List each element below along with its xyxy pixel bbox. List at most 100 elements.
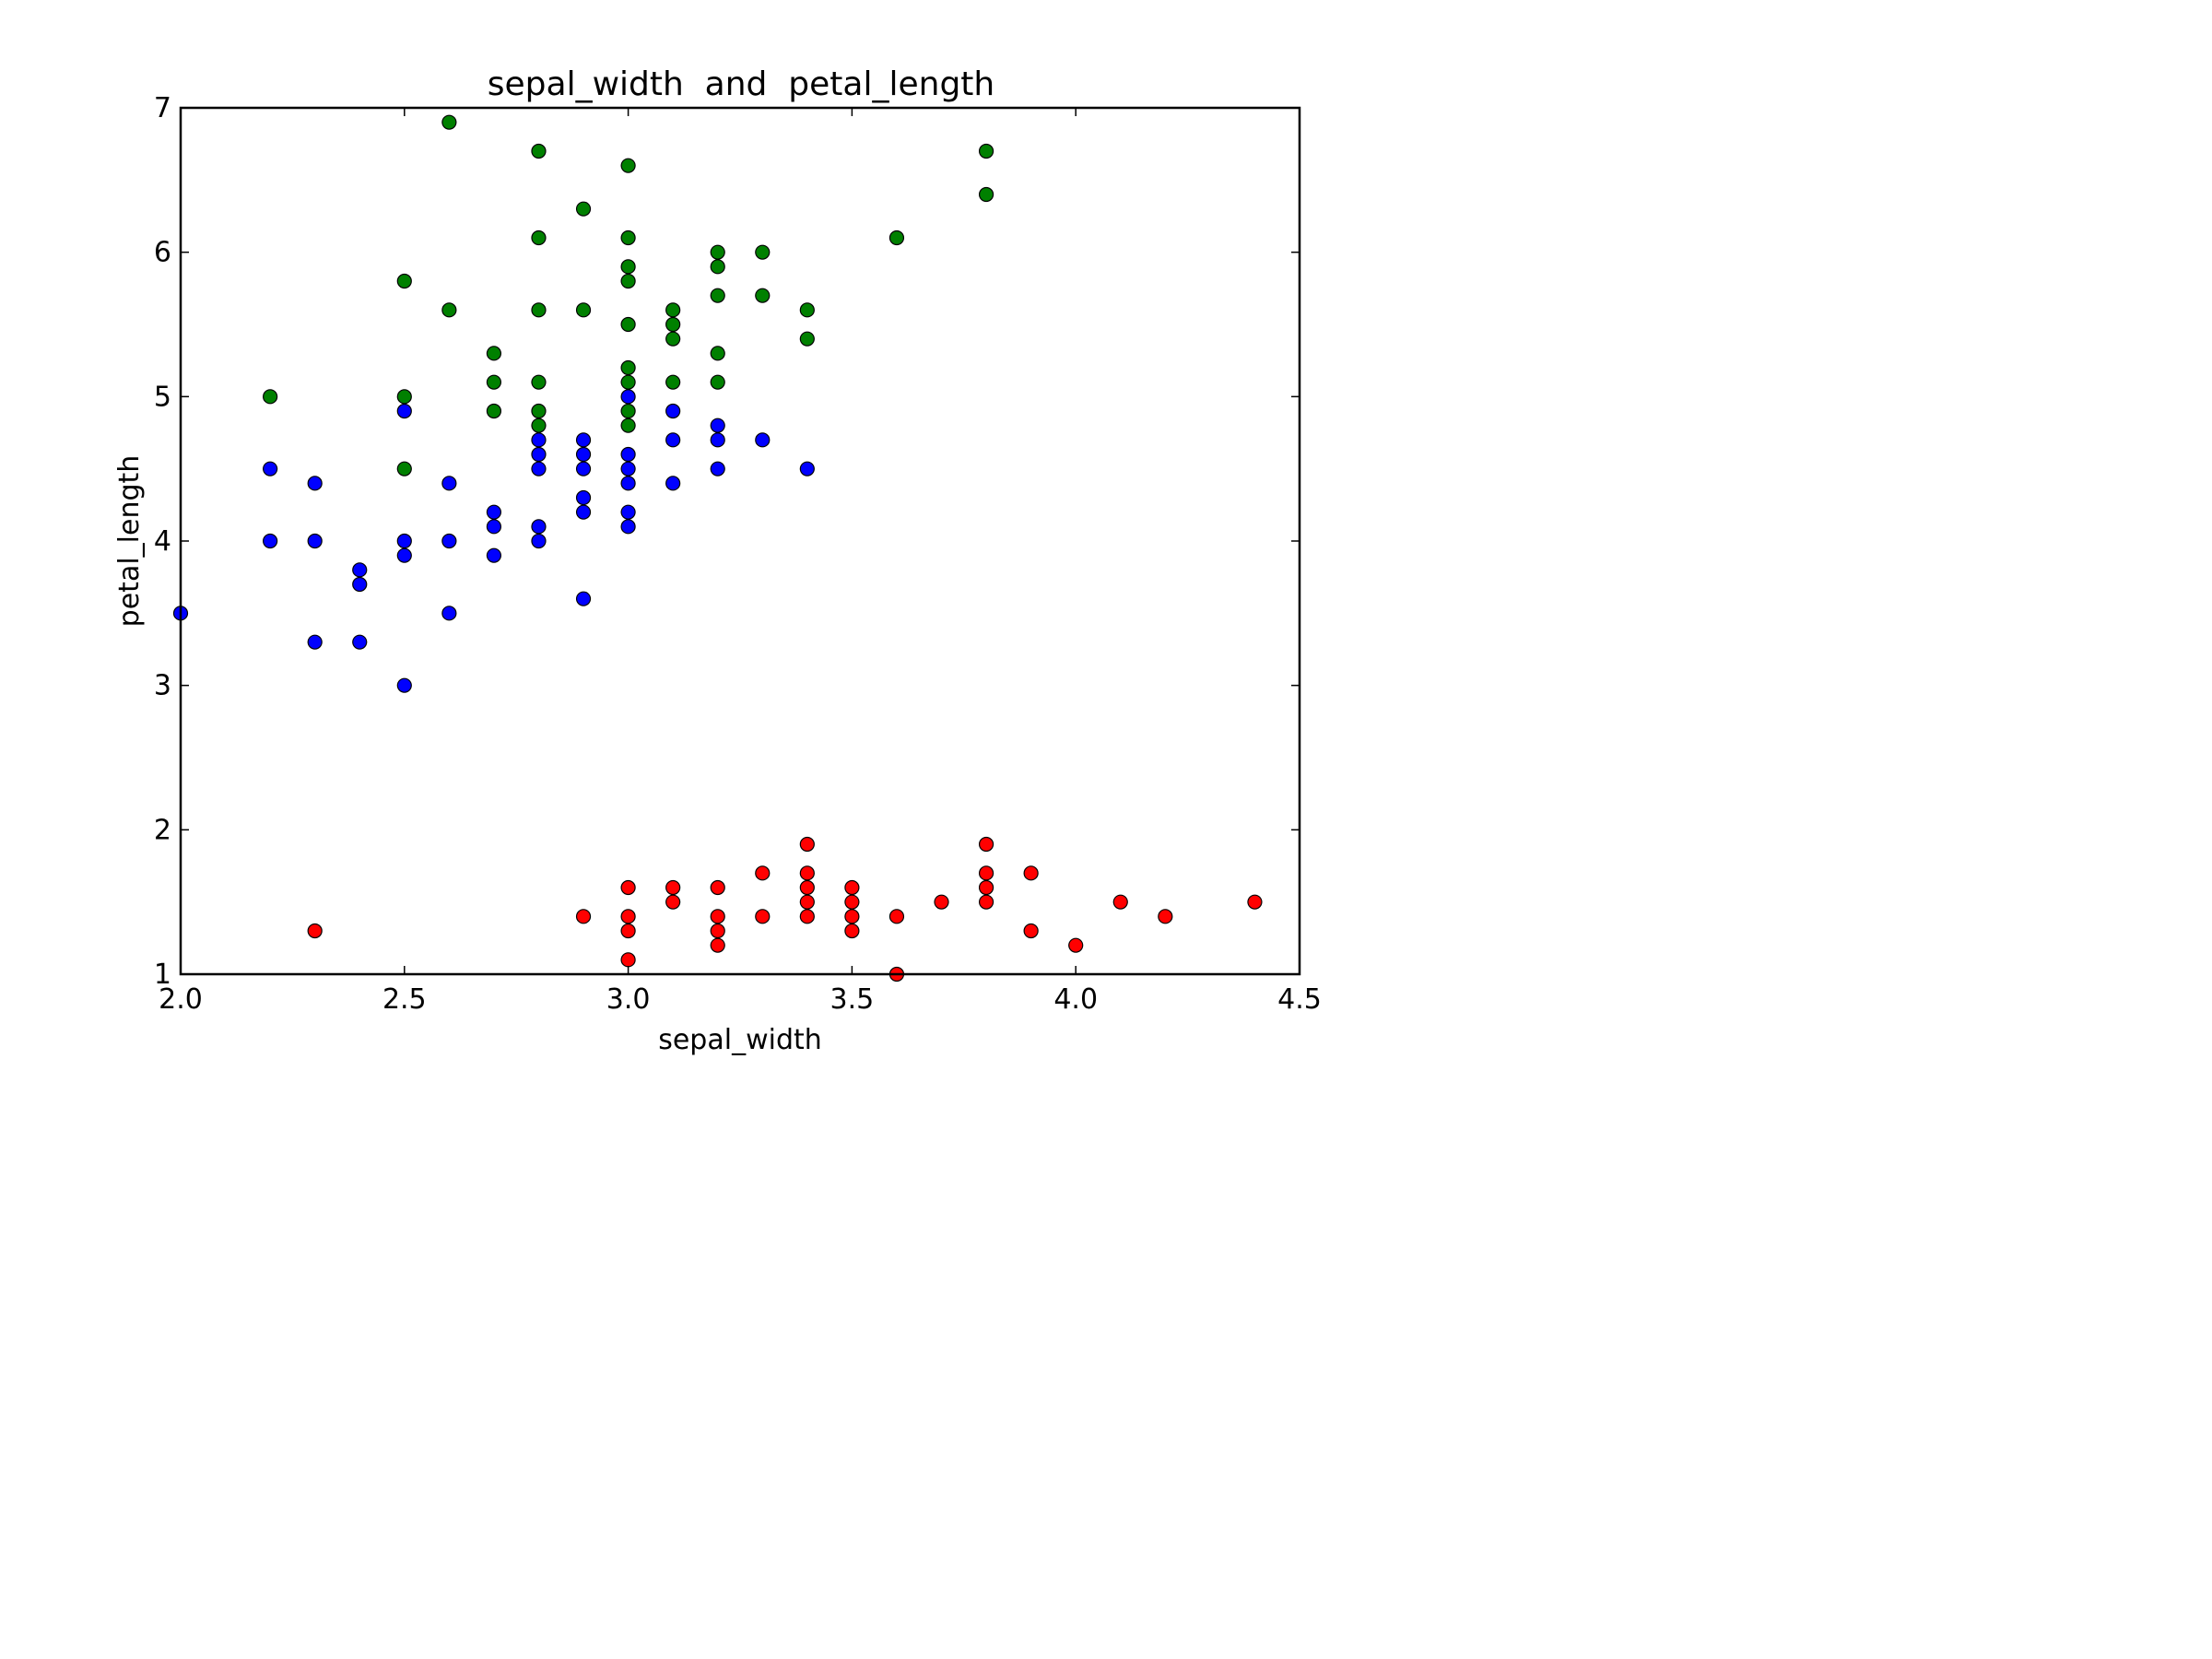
data-point-series-2: [620, 461, 636, 477]
data-point-series-2: [307, 634, 323, 650]
data-point-series-3: [665, 316, 681, 333]
data-point-series-3: [620, 273, 636, 289]
data-point-series-1: [888, 909, 905, 924]
data-point-series-1: [665, 879, 681, 896]
data-point-series-1: [620, 879, 636, 896]
axis-ticks: 2.0 2.5 3.0 3.5 4.0 4.5 1 2 3 4 5 6 7: [154, 92, 1322, 1016]
data-point-series-1: [799, 909, 815, 924]
data-point-series-3: [620, 403, 636, 419]
data-point-series-3: [710, 259, 725, 275]
data-point-series-1: [978, 865, 994, 881]
data-point-series-1: [710, 879, 725, 896]
data-point-series-2: [575, 432, 592, 448]
data-point-series-2: [263, 533, 278, 549]
data-point-series-1: [1247, 894, 1263, 910]
y-tick-label: 1: [154, 959, 171, 991]
data-point-series-2: [486, 547, 502, 563]
data-point-series-2: [441, 476, 457, 491]
data-point-series-2: [531, 519, 547, 535]
data-point-series-2: [710, 432, 725, 448]
data-point-series-2: [396, 677, 412, 693]
data-point-series-1: [1158, 909, 1173, 924]
x-tick-label: 2.0: [159, 983, 203, 1016]
data-point-series-2: [307, 476, 323, 491]
data-point-series-2: [575, 461, 592, 477]
data-point-series-3: [620, 316, 636, 333]
data-point-series-3: [799, 331, 815, 347]
data-point-series-3: [441, 302, 457, 318]
chart-title: sepal_width and petal_length: [488, 65, 994, 103]
data-point-series-3: [710, 346, 725, 361]
data-point-series-3: [575, 201, 592, 217]
data-point-series-2: [531, 461, 547, 477]
data-point-series-2: [665, 432, 681, 448]
data-point-series-2: [307, 533, 323, 549]
data-point-series-1: [799, 879, 815, 896]
data-point-series-3: [441, 114, 457, 130]
y-tick-label: 3: [154, 670, 171, 702]
data-point-series-2: [755, 432, 771, 448]
data-point-series-3: [620, 374, 636, 390]
x-axis-label: sepal_width: [658, 1024, 822, 1056]
data-point-series-1: [1023, 865, 1039, 881]
data-point-series-3: [263, 389, 278, 405]
data-point-series-1: [620, 909, 636, 924]
data-point-series-2: [620, 476, 636, 491]
data-point-series-3: [620, 158, 636, 173]
data-point-series-3: [531, 418, 547, 433]
y-tick-label: 7: [154, 92, 171, 124]
data-point-series-3: [710, 244, 725, 260]
data-point-series-3: [978, 143, 994, 159]
data-point-series-1: [844, 909, 860, 924]
data-point-series-3: [486, 346, 502, 361]
y-tick-label: 2: [154, 814, 171, 846]
data-point-series-2: [799, 461, 815, 477]
data-point-series-2: [531, 432, 547, 448]
data-point-series-2: [263, 461, 278, 477]
data-point-series-3: [755, 244, 771, 260]
data-point-series-3: [531, 229, 547, 246]
data-point-series-3: [620, 259, 636, 275]
data-point-series-2: [665, 403, 681, 419]
data-point-series-3: [486, 374, 502, 390]
x-tick-label: 3.5: [830, 983, 875, 1016]
data-points: [172, 114, 1263, 982]
x-tick-label: 2.5: [382, 983, 427, 1016]
data-point-series-2: [620, 389, 636, 405]
data-point-series-1: [934, 894, 949, 910]
scatter-chart: sepal_width and petal_length 2.0 2.5 3.0 3.…: [0, 0, 1425, 1068]
data-point-series-1: [665, 894, 681, 910]
data-point-series-2: [486, 504, 502, 520]
data-point-series-2: [710, 461, 725, 477]
data-point-series-2: [441, 606, 457, 621]
data-point-series-1: [799, 865, 815, 881]
x-tick-label: 4.0: [1053, 983, 1098, 1016]
y-tick-label: 6: [154, 237, 171, 269]
data-point-series-2: [575, 446, 592, 463]
data-point-series-2: [710, 418, 725, 433]
data-point-series-2: [396, 403, 412, 419]
x-tick-label: 4.5: [1277, 983, 1322, 1016]
data-point-series-3: [755, 288, 771, 303]
data-point-series-3: [620, 359, 636, 376]
data-point-series-3: [620, 418, 636, 433]
data-point-series-1: [620, 952, 636, 968]
data-point-series-1: [978, 836, 994, 853]
data-point-series-3: [665, 331, 681, 347]
data-point-series-3: [531, 302, 547, 318]
data-point-series-2: [352, 562, 368, 578]
data-point-series-2: [396, 547, 412, 563]
data-point-series-3: [620, 229, 636, 246]
y-tick-label: 5: [154, 381, 171, 413]
data-point-series-1: [575, 909, 592, 924]
data-point-series-3: [396, 461, 412, 477]
x-tick-label: 3.0: [606, 983, 651, 1016]
data-point-series-2: [352, 576, 368, 593]
data-point-series-2: [575, 591, 592, 606]
data-point-series-1: [978, 894, 994, 910]
data-point-series-3: [531, 374, 547, 390]
data-point-series-3: [710, 288, 725, 303]
data-point-series-1: [755, 909, 771, 924]
data-point-series-3: [396, 389, 412, 405]
data-point-series-1: [710, 923, 725, 939]
